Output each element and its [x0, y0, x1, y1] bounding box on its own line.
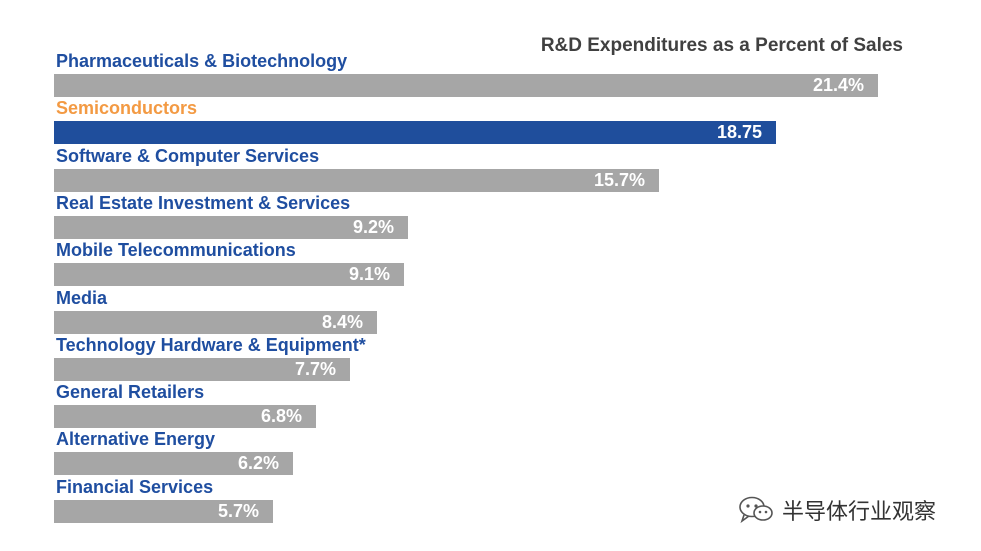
category-label: Media [56, 288, 108, 308]
bar-value-label: 9.1% [348, 264, 390, 284]
bar [54, 358, 350, 381]
category-label: Software & Computer Services [56, 146, 320, 166]
bar-value-label: 5.7% [217, 501, 259, 521]
watermark-text: 半导体行业观察 [782, 500, 937, 525]
bar-value-label: 8.4% [321, 312, 363, 332]
wechat-icon [738, 495, 774, 525]
category-label: Pharmaceuticals & Biotechnology [56, 51, 348, 71]
category-label: Mobile Telecommunications [56, 240, 296, 260]
bar [54, 263, 404, 286]
bar-value-label: 18.75 [716, 122, 762, 142]
bar-value-label: 9.2% [352, 217, 394, 237]
category-label: Alternative Energy [56, 429, 216, 449]
category-label: Technology Hardware & Equipment* [56, 335, 366, 355]
bar [54, 311, 377, 334]
category-label: Semiconductors [56, 98, 198, 118]
bar-value-label: 21.4% [812, 75, 864, 95]
bar-value-label: 15.7% [593, 170, 645, 190]
chart-title: R&D Expenditures as a Percent of Sales [540, 35, 903, 56]
bar [54, 169, 659, 192]
bar-value-label: 6.2% [237, 453, 279, 473]
bar [54, 216, 408, 239]
watermark: 半导体行业观察 [738, 494, 936, 526]
bar-value-label: 6.8% [260, 406, 302, 426]
category-label: Financial Services [56, 477, 214, 497]
bar [54, 452, 293, 475]
bar-value-label: 7.7% [294, 359, 336, 379]
bar [54, 500, 273, 523]
category-label: Real Estate Investment & Services [56, 193, 351, 213]
bar [54, 74, 878, 97]
bar [54, 121, 776, 144]
bar [54, 405, 316, 428]
category-label: General Retailers [56, 382, 205, 402]
